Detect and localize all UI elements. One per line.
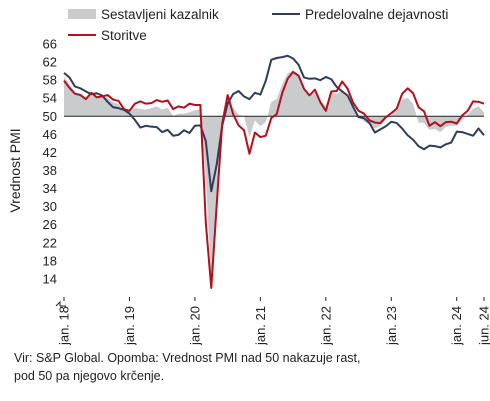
y-tick-label: 66 xyxy=(43,37,57,52)
y-tick-label: 18 xyxy=(43,253,57,268)
x-tick-label: jan. 21 xyxy=(253,306,268,345)
x-axis-ticks: jan. 18 jan. 19 jan. 20 jan. 21 jan. 22 jan. … xyxy=(57,297,490,345)
plot-area xyxy=(63,54,485,289)
x-tick-label: jan. 20 xyxy=(187,306,202,345)
y-tick-label: 22 xyxy=(43,235,57,250)
x-tick-label: jan. 24 xyxy=(449,306,464,345)
y-tick-label: 54 xyxy=(43,91,57,106)
y-tick-label: 26 xyxy=(43,217,57,232)
chart: Sestavljeni kazalnik Predelovalne dejavno… xyxy=(7,7,490,345)
source-note-line-2: pod 50 pa njegovo krčenje. xyxy=(14,369,165,383)
y-tick-label: 50 xyxy=(43,109,57,124)
source-note-line-1: Vir: S&P Global. Opomba: Vrednost PMI na… xyxy=(14,351,361,365)
y-tick-label: 30 xyxy=(43,199,57,214)
x-tick-label: jan. 19 xyxy=(122,306,137,345)
y-tick-label: 46 xyxy=(43,127,57,142)
y-tick-label: 62 xyxy=(43,55,57,70)
x-tick-label: jan. 22 xyxy=(318,306,333,345)
y-tick-label: 58 xyxy=(43,73,57,88)
y-tick-label: 34 xyxy=(43,181,57,196)
legend-label: Storitve xyxy=(101,28,147,43)
y-axis-label: Vrednost PMI xyxy=(7,128,23,212)
x-tick-label: jun. 24 xyxy=(477,306,490,345)
series-line-1 xyxy=(63,54,485,193)
series-line-2 xyxy=(63,71,485,289)
legend-label: Predelovalne dejavnosti xyxy=(305,7,448,22)
y-tick-label: 42 xyxy=(43,145,57,160)
x-tick-label: jan. 18 xyxy=(57,306,72,345)
x-tick-label: jan. 23 xyxy=(384,306,399,345)
legend-swatch xyxy=(68,9,96,19)
series-area-0 xyxy=(64,70,484,281)
y-tick-label: 38 xyxy=(43,163,57,178)
legend-label: Sestavljeni kazalnik xyxy=(101,7,219,22)
chart-legend: Sestavljeni kazalnik Predelovalne dejavno… xyxy=(68,7,448,43)
y-axis-ticks: 14 18 22 26 30 34 38 42 46 50 54 58 62 66 xyxy=(43,37,66,307)
axis-break-mark xyxy=(55,300,66,307)
y-tick-label: 14 xyxy=(43,271,57,286)
source-note: Vir: S&P Global. Opomba: Vrednost PMI na… xyxy=(14,349,484,385)
